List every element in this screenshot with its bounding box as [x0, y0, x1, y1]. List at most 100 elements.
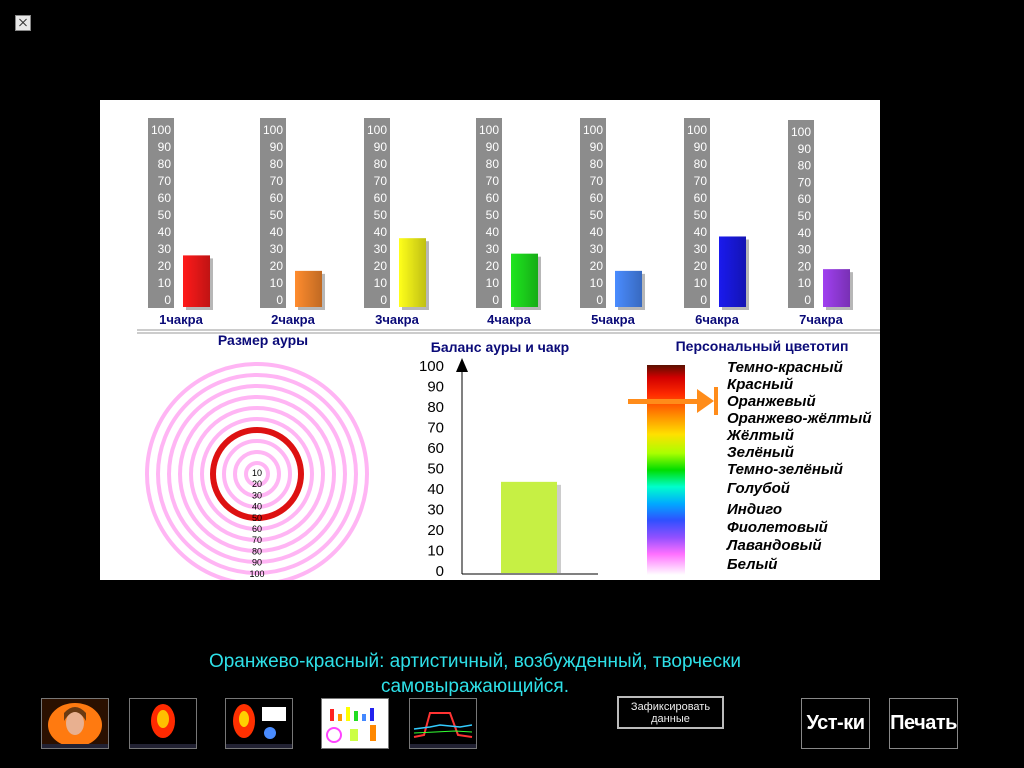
colortype-label: Темно-красный: [727, 359, 843, 376]
balance-axis-label: 100: [419, 358, 444, 375]
chakra-scale-tick: 90: [374, 140, 388, 154]
color-spectrum-bar: [647, 365, 685, 575]
chakra-scale-tick: 60: [798, 192, 812, 206]
chakra-scale-tick: 80: [270, 157, 284, 171]
chakra-label: 4чакра: [487, 312, 531, 327]
chakra-scale-tick: 20: [798, 259, 812, 273]
chakra-label: 1чакра: [159, 312, 203, 327]
chakra-scale-tick: 40: [486, 225, 500, 239]
chakra-scale-tick: 90: [270, 140, 284, 154]
colortype-label: Оранжевый: [727, 393, 816, 410]
aura-ring: [233, 450, 281, 498]
aura-scale-label: 10: [252, 468, 262, 478]
chakra-scale-tick: 10: [270, 276, 284, 290]
balance-title: Баланс ауры и чакр: [431, 339, 569, 355]
chakra-scale-tick: 20: [694, 259, 708, 273]
chakra-bar-shade: [823, 269, 850, 307]
colortype-marker-line: [628, 399, 704, 404]
colortype-label: Индиго: [727, 501, 782, 518]
thumbnail-photo[interactable]: [41, 698, 109, 749]
chakra-label: 7чакра: [799, 312, 843, 327]
chakra-scale-tick: 80: [590, 157, 604, 171]
chakra-bar-shade: [719, 236, 746, 307]
chakra-scale-tick: 90: [486, 140, 500, 154]
graph-icon: [410, 699, 476, 748]
aura-ring: [167, 384, 347, 564]
chakra-scale-tick: 40: [158, 225, 172, 239]
thumbnail-report[interactable]: [321, 698, 389, 749]
chakra-scale-tick: 20: [374, 259, 388, 273]
chakra-scale-tick: 70: [798, 175, 812, 189]
thumbnail-aura-scan[interactable]: [225, 698, 293, 749]
chakra-scale-tick: 50: [694, 208, 708, 222]
chakra-scale-tick: 100: [367, 123, 387, 137]
chakra-scale-tick: 90: [590, 140, 604, 154]
aura-ring: [244, 461, 270, 487]
chakra-scale-tick: 100: [263, 123, 283, 137]
chakra-scale-tick: 80: [374, 157, 388, 171]
aura-view-icon: [130, 699, 196, 748]
chakra-scale-column: [580, 118, 606, 308]
balance-axis-label: 10: [427, 543, 444, 560]
chakra-scale-tick: 40: [694, 225, 708, 239]
chakra-scale-tick: 10: [158, 276, 172, 290]
chakra-scale-tick: 0: [700, 293, 707, 307]
chakra-scale-tick: 30: [374, 242, 388, 256]
balance-axis-label: 50: [427, 461, 444, 478]
chakra-scale-tick: 70: [486, 174, 500, 188]
chakra-scale-tick: 60: [158, 191, 172, 205]
aura-ring: [222, 439, 292, 509]
chakra-scale-tick: 30: [798, 243, 812, 257]
chakra-scale-tick: 100: [583, 123, 603, 137]
chakra-scale-tick: 80: [158, 157, 172, 171]
colortype-label: Красный: [727, 376, 793, 393]
chakra-scale-tick: 10: [590, 276, 604, 290]
chakra-scale-column: [364, 118, 390, 308]
chakra-scale-column: [148, 118, 174, 308]
aura-scale-label: 100: [249, 569, 264, 579]
fix-data-button[interactable]: Зафиксировать данные: [617, 696, 724, 729]
balance-axis-arrow: [456, 358, 468, 372]
chakra-scale-tick: 100: [791, 125, 811, 139]
aura-scale-label: 60: [252, 524, 262, 534]
chakra-scale-tick: 0: [804, 293, 811, 307]
aura-ring: [145, 362, 369, 580]
chakra-label: 6чакра: [695, 312, 739, 327]
chakra-scale-tick: 60: [694, 191, 708, 205]
aura-ring: [178, 395, 336, 553]
chakra-scale-tick: 70: [694, 174, 708, 188]
chakra-scale-tick: 80: [486, 157, 500, 171]
chakra-scale-tick: 20: [590, 259, 604, 273]
colortype-label: Лавандовый: [726, 537, 822, 554]
thumbnail-graph[interactable]: [409, 698, 477, 749]
colortype-label: Оранжево-жёлтый: [727, 410, 872, 427]
chakra-scale-tick: 70: [270, 174, 284, 188]
thumbnail-aura[interactable]: [129, 698, 197, 749]
colortype-label: Жёлтый: [726, 427, 794, 444]
chakra-scale-tick: 50: [798, 209, 812, 223]
balance-axis-label: 20: [427, 522, 444, 539]
aura-ring: [189, 406, 325, 542]
chakra-label: 5чакра: [591, 312, 635, 327]
close-button[interactable]: [15, 15, 31, 31]
chakra-scale-tick: 90: [158, 140, 172, 154]
chakra-scale-tick: 90: [694, 140, 708, 154]
report-icon: [322, 699, 388, 748]
colortype-label: Голубой: [727, 480, 790, 497]
balance-axis-label: 0: [436, 563, 444, 580]
chakra-scale-tick: 30: [270, 242, 284, 256]
chakra-scale-tick: 50: [590, 208, 604, 222]
chakra-scale-column: [684, 118, 710, 308]
colortype-title: Персональный цветотип: [676, 338, 849, 354]
chakra-scale-tick: 50: [270, 208, 284, 222]
print-button[interactable]: Печать: [889, 698, 958, 749]
aura-size-ring: [210, 427, 304, 521]
chakra-scale-tick: 80: [798, 159, 812, 173]
chakra-scale-tick: 10: [374, 276, 388, 290]
chakra-label: 3чакра: [375, 312, 419, 327]
colortype-label: Белый: [727, 556, 777, 573]
settings-button[interactable]: Уст-ки: [801, 698, 870, 749]
result-caption: Оранжево-красный: артистичный, возбужден…: [208, 651, 742, 697]
chakra-bar-shade: [295, 270, 322, 307]
chakra-scale-tick: 20: [158, 259, 172, 273]
